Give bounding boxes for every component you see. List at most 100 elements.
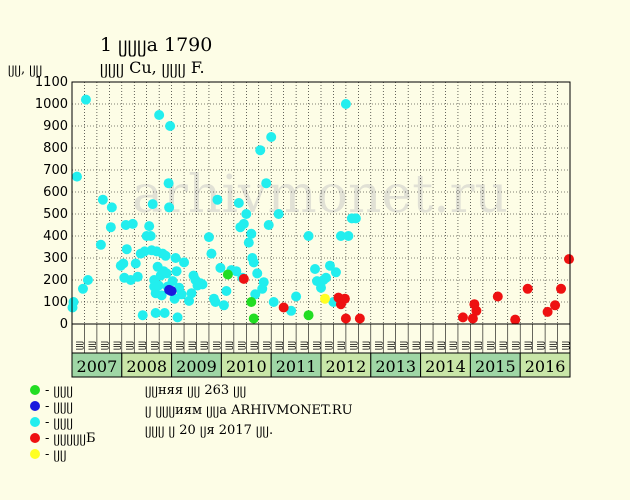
data-point [278, 302, 289, 313]
data-point [340, 313, 351, 324]
data-point [144, 221, 155, 232]
x-sublabel: ᥩᥩ [510, 341, 520, 350]
data-point [212, 194, 223, 205]
y-tick-label: 700 [43, 163, 68, 178]
x-axis-sublabels: ᥩᥩ ᥩᥩ ᥩᥩ ᥩᥩ ᥩᥩ ᥩᥩ ᥩᥩ ᥩᥩ ᥩᥩ ᥩᥩ ᥩᥩ ᥩᥩ ᥩᥩ ᥩᥩ ᥩᥩ ᥩᥩ ᥩᥩ ᥩᥩ ᥩᥩ ᥩᥩ… [71, 323, 571, 354]
data-point [238, 273, 249, 284]
data-point [258, 277, 269, 288]
x-sublabel: ᥩᥩ [298, 341, 308, 350]
x-sublabel: ᥩᥩ [535, 341, 545, 350]
data-point [556, 283, 567, 294]
data-point [286, 305, 297, 316]
x-sublabel: ᥩᥩ [286, 341, 296, 350]
data-point [105, 222, 116, 233]
x-sublabel: ᥩᥩ [112, 341, 122, 350]
x-sublabel: ᥩᥩ [435, 341, 445, 350]
year-cell [320, 352, 372, 378]
y-tick-label: 800 [43, 141, 68, 156]
x-sublabel: ᥩᥩ [560, 341, 570, 350]
x-sublabel: ᥩᥩ [547, 341, 557, 350]
x-sublabel: ᥩᥩ [99, 341, 109, 350]
x-sublabel: ᥩᥩ [423, 341, 433, 350]
data-point [233, 198, 244, 208]
y-tick-label: 300 [43, 251, 68, 266]
y-tick-label: 1000 [35, 97, 68, 112]
y-axis-ticks: 0 100 200 300 400 500 600 700 800 900 1000 1100 [35, 75, 68, 332]
plot-frame [71, 81, 571, 325]
x-sublabel: ᥩᥩ [398, 341, 408, 350]
data-point [246, 297, 257, 307]
y-axis-label: ᥩᥩ, ᥩᥩ [8, 62, 42, 77]
x-sublabel: ᥩᥩ [74, 341, 84, 350]
note-line: ᥩ ᥩᥩᥩиям ᥩᥩа ARHIVMONET.RU [145, 403, 353, 418]
data-point [231, 266, 242, 277]
data-point [218, 300, 229, 311]
watermark: arhivmonet.ru [132, 165, 508, 225]
grid [72, 81, 570, 324]
x-sublabel: ᥩᥩ [373, 341, 383, 350]
year-label: 2009 [176, 357, 217, 376]
data-point [339, 293, 350, 304]
x-sublabel: ᥩᥩ [410, 341, 420, 350]
data-point [179, 257, 190, 268]
data-point [330, 267, 341, 278]
data-point [206, 248, 217, 259]
data-point [550, 300, 561, 311]
data-point [172, 312, 183, 323]
note-line: ᥩᥩняя ᥩᥩ 263 ᥩᥩ [145, 383, 246, 398]
data-point [467, 313, 478, 324]
data-point [255, 145, 266, 156]
y-tick-label: 1100 [35, 75, 68, 90]
data-point [82, 275, 93, 285]
x-axis-years: 2007 2008 2009 2010 2011 2012 2013 2014 2015 2016 [71, 352, 571, 378]
data-point [324, 260, 335, 271]
data-point [510, 314, 521, 325]
data-point [222, 269, 233, 280]
year-label: 2015 [475, 357, 516, 376]
year-label: 2012 [326, 357, 367, 376]
data-point [154, 110, 165, 120]
data-point [147, 199, 158, 210]
x-sublabel: ᥩᥩ [498, 341, 508, 350]
data-point [77, 283, 88, 294]
data-point [471, 305, 482, 316]
legend-entry: - ᥩᥩᥩ [45, 399, 73, 414]
x-sublabel: ᥩᥩ [124, 341, 134, 350]
year-cell [469, 352, 521, 378]
data-point [176, 289, 187, 300]
data-point [171, 266, 182, 277]
data-point [80, 94, 91, 105]
data-point [457, 312, 468, 323]
y-tick-label: 600 [43, 185, 68, 200]
year-cell [519, 352, 571, 378]
data-point [343, 231, 354, 241]
data-point [243, 237, 254, 248]
y-tick-label: 100 [43, 295, 68, 310]
data-point [335, 231, 346, 241]
x-sublabel: ᥩᥩ [311, 341, 321, 350]
y-tick-label: 200 [43, 273, 68, 288]
data-point [167, 276, 178, 287]
data-point [150, 308, 161, 318]
legend-marker [30, 433, 40, 443]
data-point [310, 264, 321, 274]
data-point [268, 297, 279, 307]
data-point [492, 291, 503, 302]
data-point [303, 231, 314, 241]
data-point [170, 253, 181, 263]
data-point [210, 297, 221, 307]
data-point [106, 202, 117, 213]
data-point [273, 209, 284, 219]
y-tick-label: 900 [43, 119, 68, 134]
data-point [153, 280, 164, 291]
data-point [319, 293, 330, 304]
x-sublabel: ᥩᥩ [149, 341, 159, 350]
data-point [263, 220, 274, 230]
data-point [186, 288, 197, 299]
data-point [340, 99, 351, 109]
legend-entry: - ᥩᥩᥩ [45, 415, 73, 430]
data-point [248, 257, 259, 268]
year-cell [171, 352, 222, 378]
data-point [252, 268, 263, 279]
data-point [266, 132, 277, 142]
